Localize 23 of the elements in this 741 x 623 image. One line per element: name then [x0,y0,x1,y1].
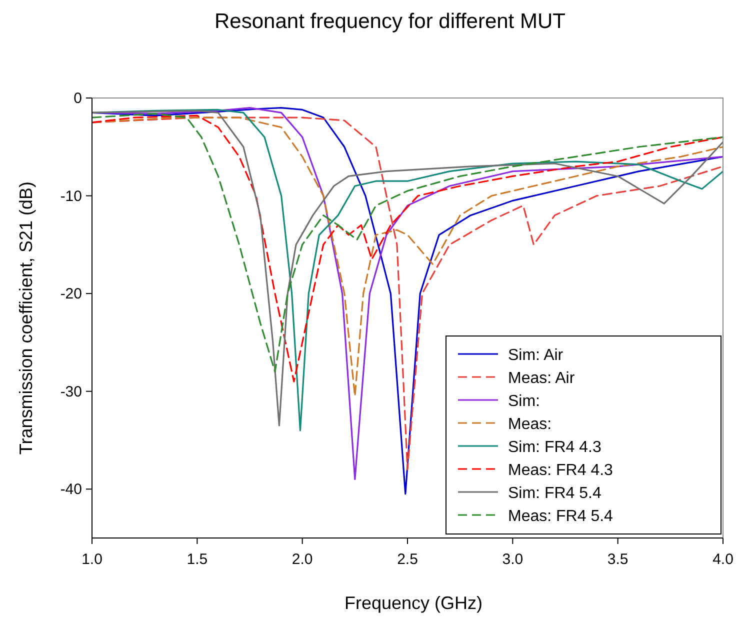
legend-label: Meas: FR4 5.4 [508,508,614,525]
chart-title: Resonant frequency for different MUT [214,10,566,33]
legend-label: Meas: Air [508,370,576,387]
legend-label: Sim: [508,393,540,410]
y-tick-label: -40 [60,481,82,498]
legend-label: Sim: FR4 4.3 [508,439,602,456]
y-tick-label: -10 [60,188,82,205]
y-axis-title: Transmission coefficient, S21 (dB) [16,181,36,455]
y-tick-label: -30 [60,383,82,400]
x-tick-label: 2.0 [292,551,313,568]
legend-label: Sim: FR4 5.4 [508,485,602,502]
x-tick-label: 1.5 [186,551,208,568]
x-axis-title: Frequency (GHz) [344,593,483,613]
y-tick-label: 0 [74,90,82,107]
x-tick-label: 1.0 [82,551,102,568]
x-tick-label: 3.0 [502,551,524,568]
x-tick-label: 2.5 [397,551,418,568]
y-tick-label: -20 [60,286,82,303]
x-tick-label: 3.5 [607,551,628,568]
legend-label: Sim: Air [508,347,564,364]
x-tick-label: 4.0 [712,551,734,568]
legend-label: Meas: [508,416,552,433]
legend-label: Meas: FR4 4.3 [508,462,614,479]
